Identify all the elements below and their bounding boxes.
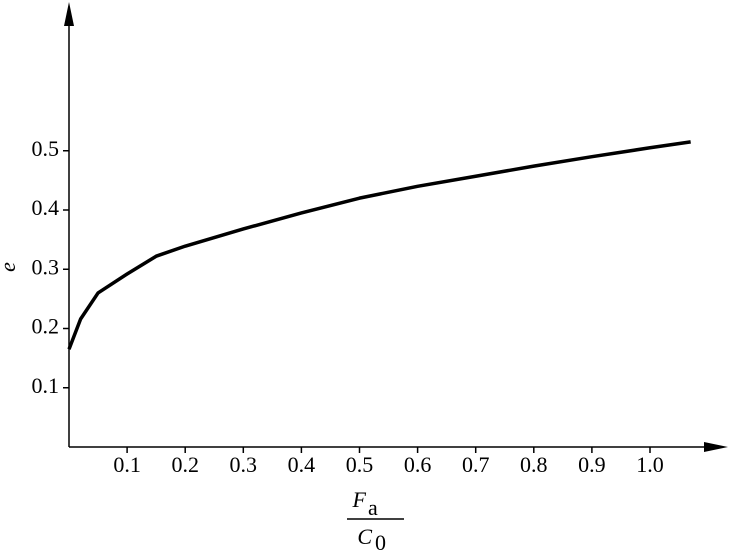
y-axis-label: e: [0, 262, 20, 272]
y-axis-arrow: [64, 2, 74, 26]
y-tick-label: 0.3: [32, 254, 60, 279]
y-tick-label: 0.4: [32, 195, 60, 220]
y-tick-label: 0.1: [32, 373, 60, 398]
x-label-numerator-sub: a: [368, 495, 378, 520]
x-tick-label: 1.0: [636, 452, 664, 477]
x-tick-label: 0.6: [404, 452, 432, 477]
x-tick-label: 0.3: [230, 452, 258, 477]
x-tick-label: 0.1: [113, 452, 141, 477]
y-tick-label: 0.5: [32, 136, 60, 161]
y-tick-label: 0.2: [32, 314, 60, 339]
x-label-numerator: F: [352, 487, 367, 512]
x-label-denominator: C: [357, 524, 372, 549]
line-series: [67, 140, 691, 350]
x-tick-label: 0.2: [171, 452, 199, 477]
x-axis-label: F a C 0: [347, 487, 404, 553]
x-tick-label: 0.9: [578, 452, 606, 477]
x-tick-label: 0.8: [520, 452, 548, 477]
x-label-denominator-sub: 0: [375, 530, 386, 553]
x-tick-label: 0.7: [462, 452, 490, 477]
x-tick-label: 0.4: [288, 452, 316, 477]
x-tick-label: 0.5: [346, 452, 374, 477]
x-axis-arrow: [704, 442, 728, 452]
